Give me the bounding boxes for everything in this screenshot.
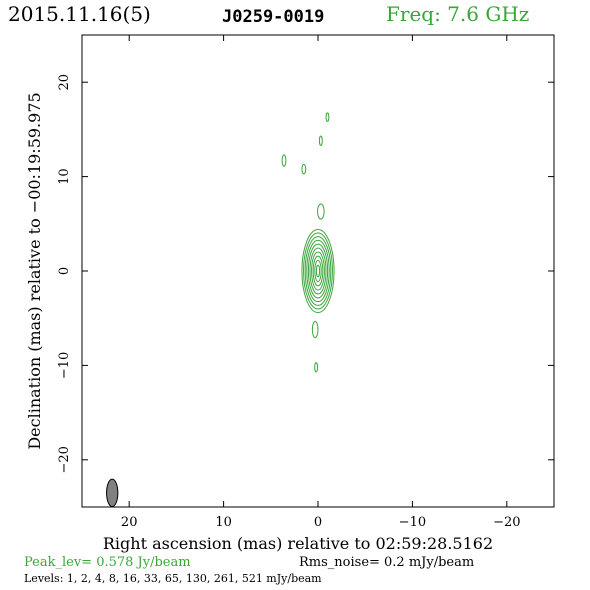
x-tick-label: 20 xyxy=(121,515,138,530)
x-axis-label: Right ascension (mas) relative to 02:59:… xyxy=(103,534,493,553)
y-tick-label: −10 xyxy=(57,352,72,379)
core-contour xyxy=(309,247,327,295)
epoch-date: 2015.11.16(5) xyxy=(8,2,151,26)
core-contour xyxy=(315,264,321,278)
jet-component-contour xyxy=(311,321,319,339)
jet-component-contour xyxy=(301,163,307,175)
core-contour xyxy=(307,243,329,299)
y-tick-label: 10 xyxy=(57,168,72,185)
rms-noise: Rms_noise= 0.2 mJy/beam xyxy=(299,555,475,570)
jet-component-contour xyxy=(281,154,287,167)
jet-component-contour xyxy=(317,203,325,220)
y-tick-label: 20 xyxy=(57,74,72,91)
beam-ellipse xyxy=(106,478,119,508)
peak-level: Peak_lev= 0.578 Jy/beam xyxy=(24,555,191,570)
core-contour xyxy=(306,239,330,303)
core-contour xyxy=(311,251,325,291)
core-contour xyxy=(314,259,322,283)
x-tick-label: 10 xyxy=(215,515,232,530)
x-tick-label: 0 xyxy=(314,515,322,530)
source-name: J0259-0019 xyxy=(222,7,325,27)
core-contour xyxy=(303,232,333,310)
jet-component-contour xyxy=(318,135,323,146)
frequency-label: Freq: 7.6 GHz xyxy=(386,2,530,26)
core-contour xyxy=(301,228,335,314)
y-axis-label: Declination (mas) relative to −00:19:59.… xyxy=(25,92,44,449)
x-tick-label: −10 xyxy=(399,515,426,530)
jet-component-contour xyxy=(314,362,319,373)
x-tick-label: −20 xyxy=(493,515,520,530)
y-tick-label: −20 xyxy=(57,446,72,473)
contour-levels: Levels: 1, 2, 4, 8, 16, 33, 65, 130, 261… xyxy=(24,572,322,585)
core-contour xyxy=(304,236,332,306)
plot-frame xyxy=(81,34,555,508)
y-tick-label: 0 xyxy=(57,267,72,275)
core-contour xyxy=(312,255,324,287)
jet-component-contour xyxy=(325,112,330,122)
